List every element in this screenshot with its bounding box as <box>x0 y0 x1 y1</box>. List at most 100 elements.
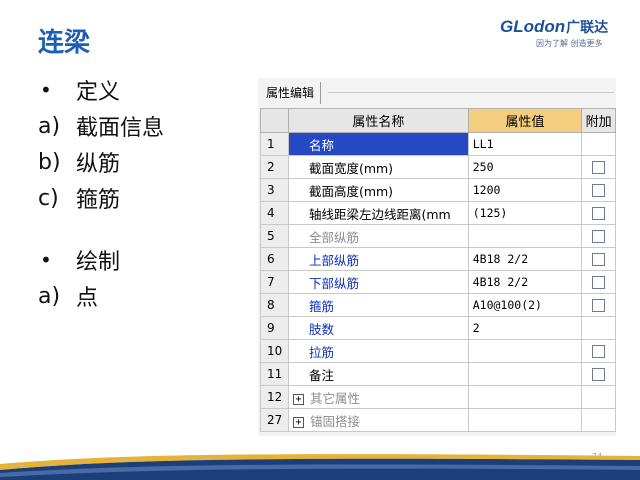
attach-cell <box>581 178 616 202</box>
attach-checkbox[interactable] <box>592 345 606 358</box>
property-value-input[interactable]: 2 <box>467 316 583 340</box>
attach-checkbox[interactable] <box>592 368 606 381</box>
property-row-name[interactable]: 1 名称 LL1 <box>260 132 616 156</box>
property-row-stirrup[interactable]: 8 箍筋 A10@100(2) <box>260 293 616 317</box>
grid-header-row: 属性名称 属性值 附加 <box>260 108 616 133</box>
row-number: 27 <box>260 408 289 432</box>
property-name[interactable]: 上部纵筋 <box>287 247 469 271</box>
property-row-section-height[interactable]: 3 截面高度(mm) 1200 <box>260 178 616 202</box>
property-row-remark[interactable]: 11 备注 <box>260 362 616 386</box>
attach-checkbox[interactable] <box>592 299 606 312</box>
property-row-tie-bar[interactable]: 10 拉筋 <box>260 339 616 363</box>
row-number: 7 <box>260 270 289 294</box>
attach-cell <box>581 316 616 340</box>
attach-cell <box>581 247 616 271</box>
tab-property-edit[interactable]: 属性编辑 <box>260 82 322 104</box>
property-value-input[interactable]: LL1 <box>467 132 583 156</box>
property-name[interactable]: 肢数 <box>287 316 469 340</box>
property-value-input <box>467 408 583 432</box>
property-group-other[interactable]: 12 + 其它属性 <box>260 385 616 409</box>
row-number: 6 <box>260 247 289 271</box>
outline-text: 绘制 <box>76 250 121 275</box>
list-marker: b) <box>38 149 61 175</box>
outline-text: 定义 <box>76 80 121 105</box>
property-name[interactable]: 全部纵筋 <box>287 224 469 248</box>
property-row-top-longitudinal[interactable]: 6 上部纵筋 4B18 2/2 <box>260 247 616 271</box>
property-value-input[interactable]: 250 <box>467 155 583 179</box>
attach-cell <box>581 201 616 225</box>
glodon-logo: GLodon广联达 因为了解 创造更多 <box>500 17 622 53</box>
attach-checkbox[interactable] <box>592 161 606 174</box>
slide-title: 连梁 <box>38 28 91 58</box>
attach-checkbox[interactable] <box>592 207 606 220</box>
column-header-name[interactable]: 属性名称 <box>287 108 469 133</box>
outline-text: 截面信息 <box>76 116 165 141</box>
row-number: 10 <box>260 339 289 363</box>
list-marker: c) <box>38 185 59 211</box>
tab-strip-divider <box>328 92 614 93</box>
logo-wordmark: GLodon广联达 <box>500 17 622 37</box>
footer-decoration <box>0 454 640 480</box>
logo-brand: GLodon <box>500 17 566 36</box>
property-value-input[interactable]: 1200 <box>467 178 583 202</box>
outline-item: • 定义 <box>38 72 164 108</box>
property-name[interactable]: 名称 <box>287 132 469 156</box>
outline-spacer <box>38 216 164 242</box>
column-header-value[interactable]: 属性值 <box>467 108 583 133</box>
logo-slogan: 因为了解 创造更多 <box>536 39 603 48</box>
property-group-label[interactable]: + 其它属性 <box>287 385 469 409</box>
property-name[interactable]: 拉筋 <box>287 339 469 363</box>
attach-cell <box>581 270 616 294</box>
attach-checkbox[interactable] <box>592 253 606 266</box>
bullet-marker: • <box>40 248 52 272</box>
row-number: 12 <box>260 385 289 409</box>
attach-checkbox[interactable] <box>592 230 606 243</box>
property-value-input[interactable] <box>467 362 583 386</box>
property-name[interactable]: 轴线距梁左边线距离(mm <box>287 201 469 225</box>
outline-item: a) 点 <box>38 278 164 314</box>
property-editor-panel: 属性编辑 属性名称 属性值 附加 1 名称 LL1 2 <box>258 78 616 436</box>
property-name[interactable]: 箍筋 <box>287 293 469 317</box>
property-row-leg-count[interactable]: 9 肢数 2 <box>260 316 616 340</box>
group-name: 锚固搭接 <box>309 413 360 429</box>
property-row-all-longitudinal[interactable]: 5 全部纵筋 <box>260 224 616 248</box>
property-value-input <box>467 385 583 409</box>
attach-checkbox[interactable] <box>592 184 606 197</box>
column-header-attach[interactable]: 附加 <box>581 108 616 133</box>
footer-gold-stripe <box>0 454 640 470</box>
property-value-input[interactable]: 4B18 2/2 <box>467 270 583 294</box>
property-group-label[interactable]: + 锚固搭接 <box>287 408 469 432</box>
property-value-input[interactable] <box>467 224 583 248</box>
footer-light-band <box>0 464 640 477</box>
attach-checkbox[interactable] <box>592 276 606 289</box>
property-value-input[interactable]: (125) <box>467 201 583 225</box>
bullet-marker: • <box>40 78 52 102</box>
slide-outline: • 定义 a) 截面信息 b) 纵筋 c) 箍筋 • 绘制 a) 点 <box>38 72 164 314</box>
row-number: 1 <box>260 132 289 156</box>
property-value-input[interactable] <box>467 339 583 363</box>
expand-plus-icon[interactable]: + <box>292 416 304 428</box>
property-group-anchorage[interactable]: 27 + 锚固搭接 <box>260 408 616 432</box>
attach-cell <box>581 155 616 179</box>
row-number: 8 <box>260 293 289 317</box>
outline-item: b) 纵筋 <box>38 144 164 180</box>
property-row-axis-offset[interactable]: 4 轴线距梁左边线距离(mm (125) <box>260 201 616 225</box>
row-number: 2 <box>260 155 289 179</box>
expand-plus-icon[interactable]: + <box>292 393 304 405</box>
property-row-section-width[interactable]: 2 截面宽度(mm) 250 <box>260 155 616 179</box>
property-name[interactable]: 截面高度(mm) <box>287 178 469 202</box>
outline-item: • 绘制 <box>38 242 164 278</box>
property-value-input[interactable]: 4B18 2/2 <box>467 247 583 271</box>
property-row-bottom-longitudinal[interactable]: 7 下部纵筋 4B18 2/2 <box>260 270 616 294</box>
property-value-input[interactable]: A10@100(2) <box>467 293 583 317</box>
outline-text: 纵筋 <box>76 152 121 177</box>
property-name[interactable]: 截面宽度(mm) <box>287 155 469 179</box>
attach-cell <box>581 293 616 317</box>
row-number: 3 <box>260 178 289 202</box>
outline-item: a) 截面信息 <box>38 108 164 144</box>
property-name[interactable]: 备注 <box>287 362 469 386</box>
outline-text: 箍筋 <box>76 188 121 213</box>
attach-cell <box>581 132 616 156</box>
logo-brand-cn: 广联达 <box>566 19 609 35</box>
property-name[interactable]: 下部纵筋 <box>287 270 469 294</box>
